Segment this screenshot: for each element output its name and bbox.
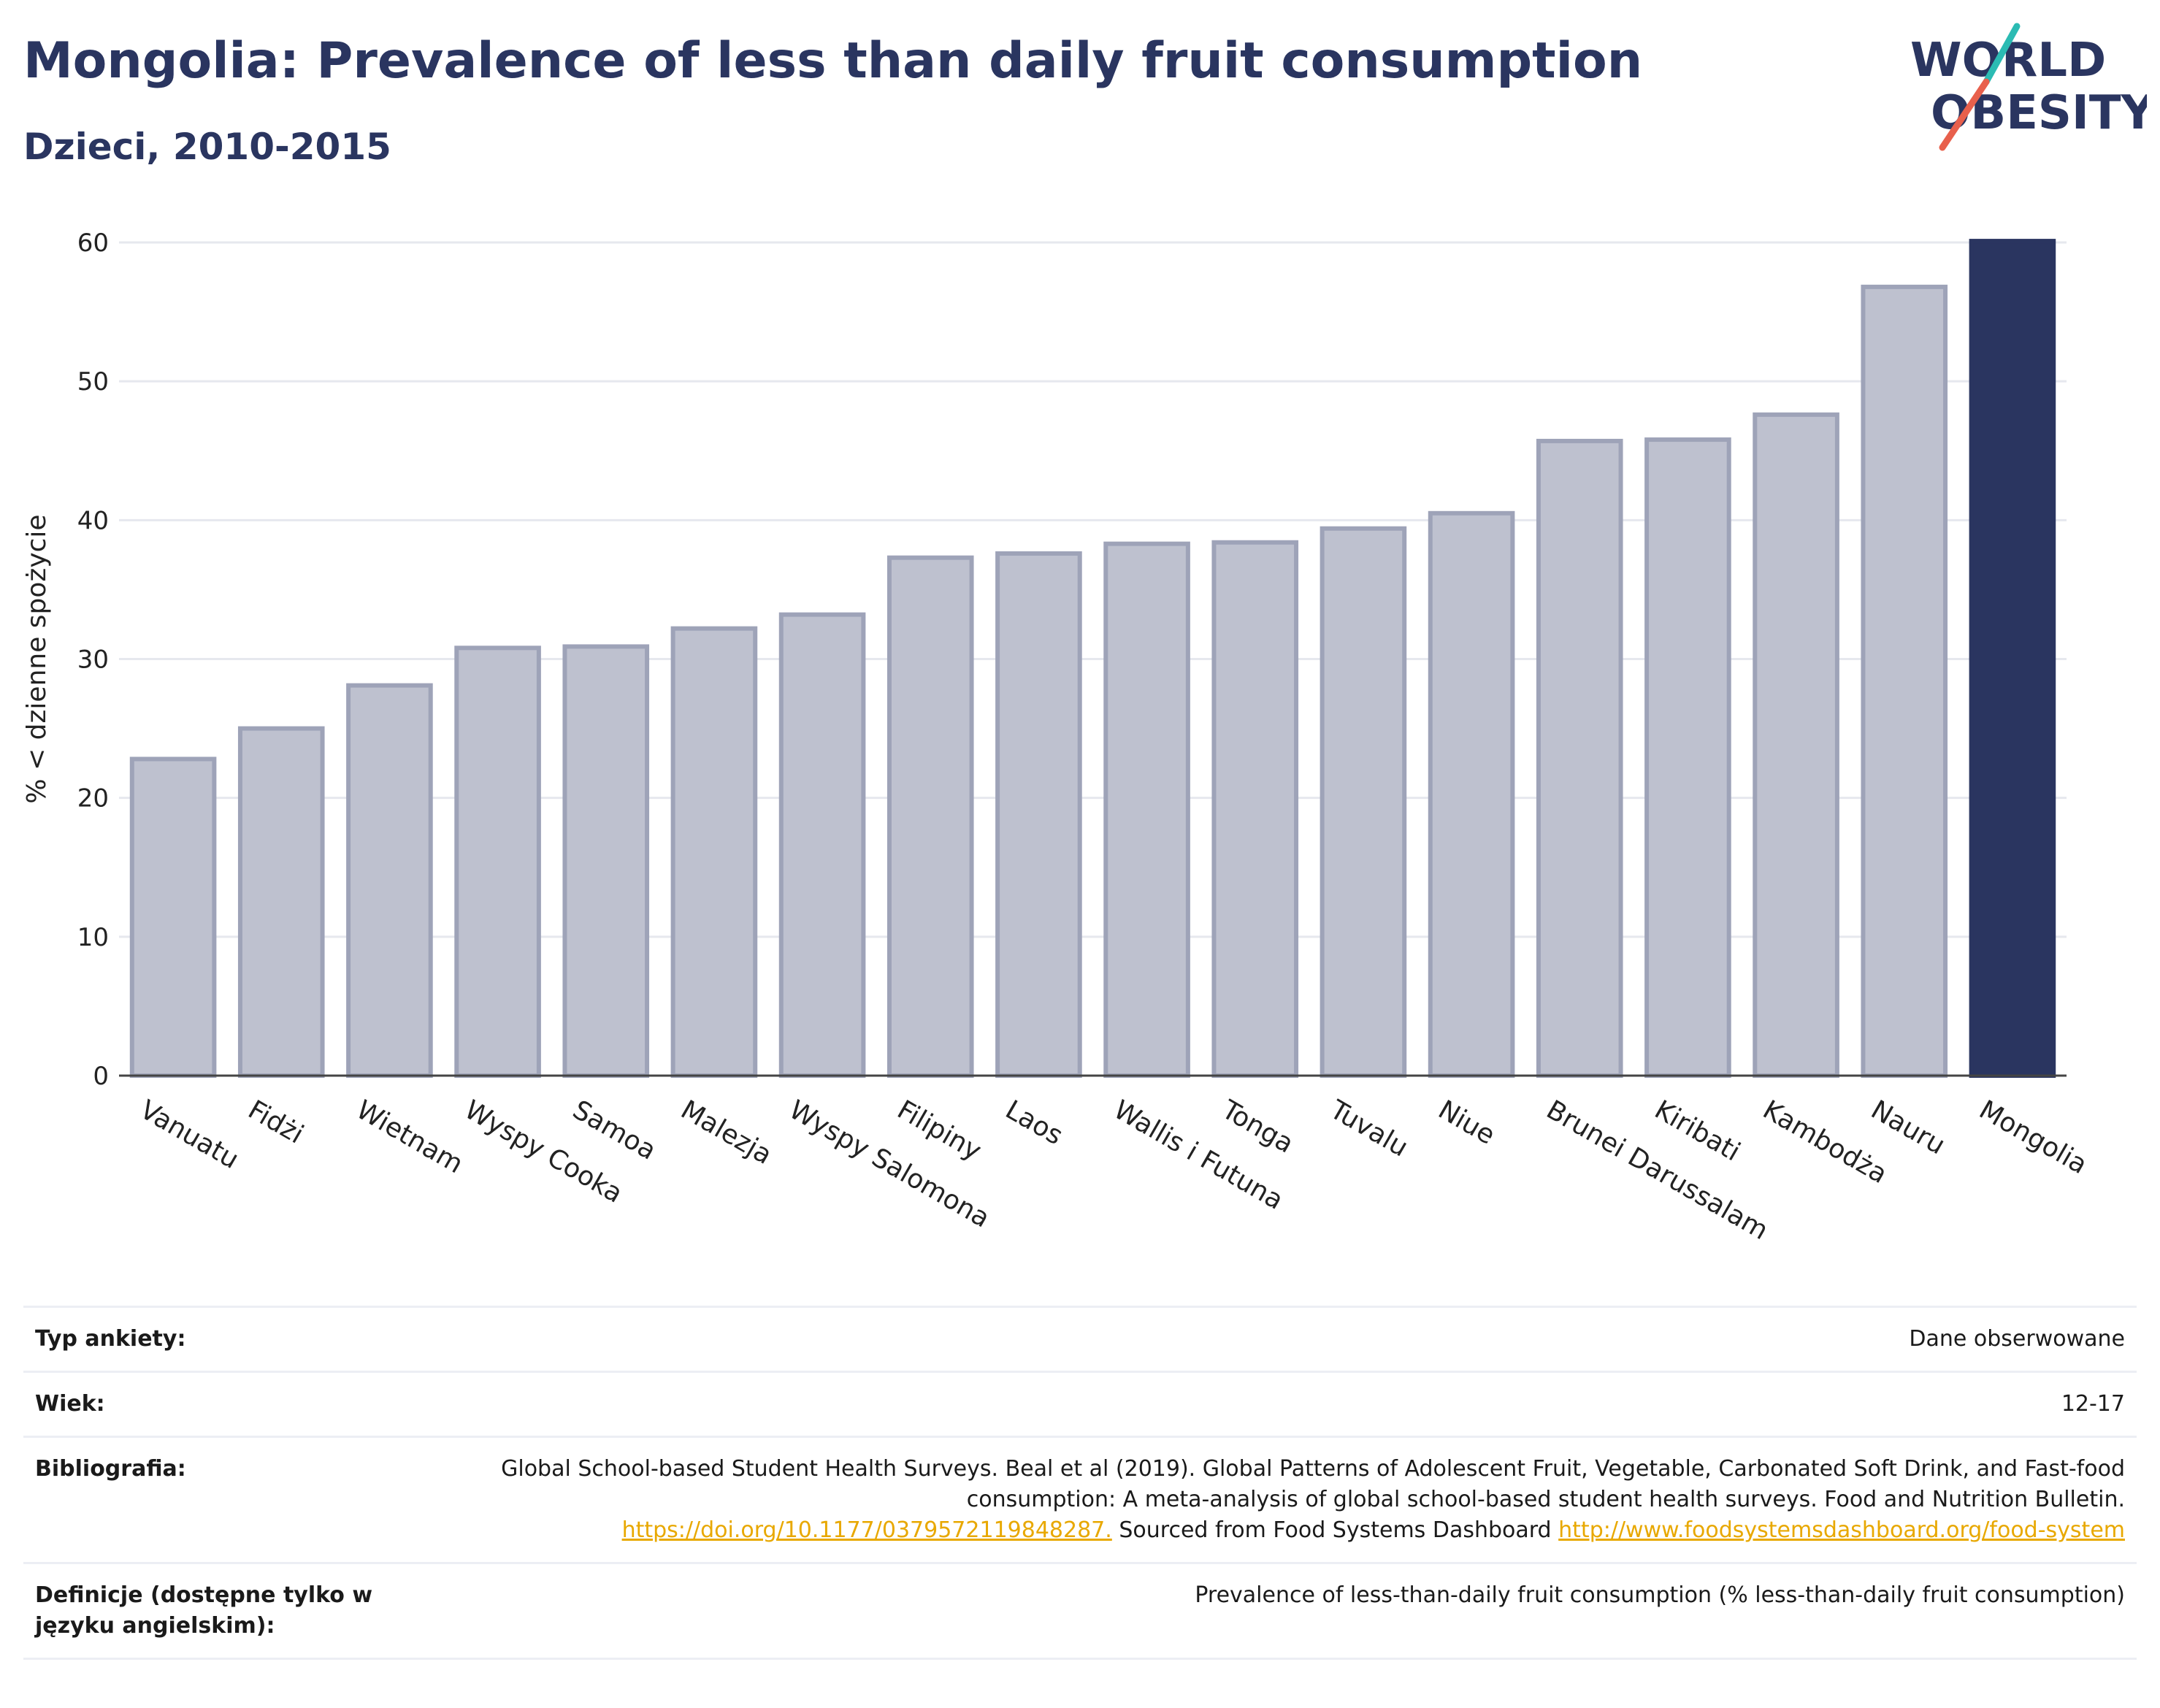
x-tick-label: Laos bbox=[1000, 1095, 1068, 1151]
definition-value: Prevalence of less-than-daily fruit cons… bbox=[456, 1562, 2137, 1660]
y-tick-label: 10 bbox=[77, 923, 109, 952]
y-tick-label: 0 bbox=[93, 1062, 109, 1091]
bibliography-text-2: Sourced from Food Systems Dashboard bbox=[1119, 1517, 1552, 1543]
bar-nauru[interactable] bbox=[1861, 284, 1948, 1078]
bibliography-dashboard-link[interactable]: http://www.foodsystemsdashboard.org/food… bbox=[1558, 1517, 2125, 1543]
y-axis-ticks: 0 10 20 30 40 50 60 bbox=[77, 229, 109, 1091]
age-value: 12-17 bbox=[456, 1371, 2137, 1437]
bar-wallis-i-futuna[interactable] bbox=[1103, 541, 1190, 1078]
grid-lines bbox=[119, 241, 2067, 938]
bar-samoa[interactable] bbox=[562, 644, 650, 1078]
info-row-survey: Typ ankiety: Dane obserwowane bbox=[23, 1306, 2137, 1372]
world-obesity-logo: WORLD OBESITY bbox=[1910, 23, 2147, 151]
x-tick-label: Niue bbox=[1433, 1095, 1500, 1150]
y-tick-label: 20 bbox=[77, 784, 109, 813]
info-row-definition: Definicje (dostępne tylko w języku angie… bbox=[23, 1562, 2137, 1660]
y-tick-label: 50 bbox=[77, 367, 109, 397]
bar-vanuatu[interactable] bbox=[129, 757, 217, 1078]
bar-mongolia[interactable] bbox=[1969, 239, 2056, 1078]
chart-subtitle: Dzieci, 2010-2015 bbox=[23, 126, 391, 168]
logo-slash-coral bbox=[1939, 78, 1990, 151]
y-tick-label: 40 bbox=[77, 506, 109, 535]
x-tick-label: Tuvalu bbox=[1325, 1095, 1413, 1163]
bibliography-value: Global School-based Student Health Surve… bbox=[456, 1436, 2137, 1563]
survey-type-label: Typ ankiety: bbox=[23, 1306, 456, 1372]
age-label: Wiek: bbox=[23, 1371, 456, 1437]
bar-filipiny[interactable] bbox=[886, 555, 974, 1078]
info-row-bibliography: Bibliografia: Global School-based Studen… bbox=[23, 1436, 2137, 1563]
x-tick-label: Samoa bbox=[567, 1095, 661, 1166]
y-tick-label: 60 bbox=[77, 229, 109, 258]
x-tick-label: Filipiny bbox=[892, 1095, 987, 1166]
bar-wietnam[interactable] bbox=[346, 683, 433, 1078]
bibliography-text-1: Global School-based Student Health Surve… bbox=[501, 1456, 2125, 1512]
bibliography-doi-link[interactable]: https://doi.org/10.1177/0379572119848287… bbox=[621, 1517, 1112, 1543]
bibliography-label: Bibliografia: bbox=[23, 1436, 456, 1563]
x-tick-label: Nauru bbox=[1866, 1095, 1950, 1160]
bar-wyspy-salomona[interactable] bbox=[778, 612, 866, 1078]
bar-niue[interactable] bbox=[1428, 510, 1515, 1078]
x-tick-label: Vanuatu bbox=[135, 1095, 244, 1175]
info-row-age: Wiek: 12-17 bbox=[23, 1371, 2137, 1437]
bar-wyspy-cooka[interactable] bbox=[454, 646, 541, 1078]
chart-title: Mongolia: Prevalence of less than daily … bbox=[23, 32, 1643, 90]
y-tick-label: 30 bbox=[77, 646, 109, 675]
bar-malezja[interactable] bbox=[670, 626, 758, 1078]
x-tick-label: Wyspy Salomona bbox=[784, 1095, 995, 1233]
info-table: Typ ankiety: Dane obserwowane Wiek: 12-1… bbox=[23, 1306, 2137, 1660]
logo-slash-teal bbox=[1983, 23, 2021, 85]
x-tick-label: Tonga bbox=[1216, 1095, 1298, 1160]
y-axis-label: % < dzienne spożycie bbox=[22, 514, 52, 803]
x-tick-label: Wietnam bbox=[351, 1095, 468, 1179]
bar-fidżi[interactable] bbox=[237, 726, 325, 1078]
survey-type-value: Dane obserwowane bbox=[456, 1306, 2137, 1372]
bar-tuvalu[interactable] bbox=[1320, 526, 1407, 1078]
bar-brunei-darussalam[interactable] bbox=[1536, 438, 1623, 1078]
x-tick-label: Fidżi bbox=[243, 1095, 309, 1149]
definition-label: Definicje (dostępne tylko w języku angie… bbox=[23, 1562, 456, 1660]
x-tick-label: Malezja bbox=[675, 1095, 776, 1171]
bar-tonga[interactable] bbox=[1211, 540, 1299, 1078]
x-tick-label: Mongolia bbox=[1974, 1095, 2092, 1180]
bar-kiribati[interactable] bbox=[1644, 437, 1731, 1078]
bar-laos[interactable] bbox=[995, 551, 1082, 1078]
bar-kambodża[interactable] bbox=[1753, 412, 1839, 1079]
